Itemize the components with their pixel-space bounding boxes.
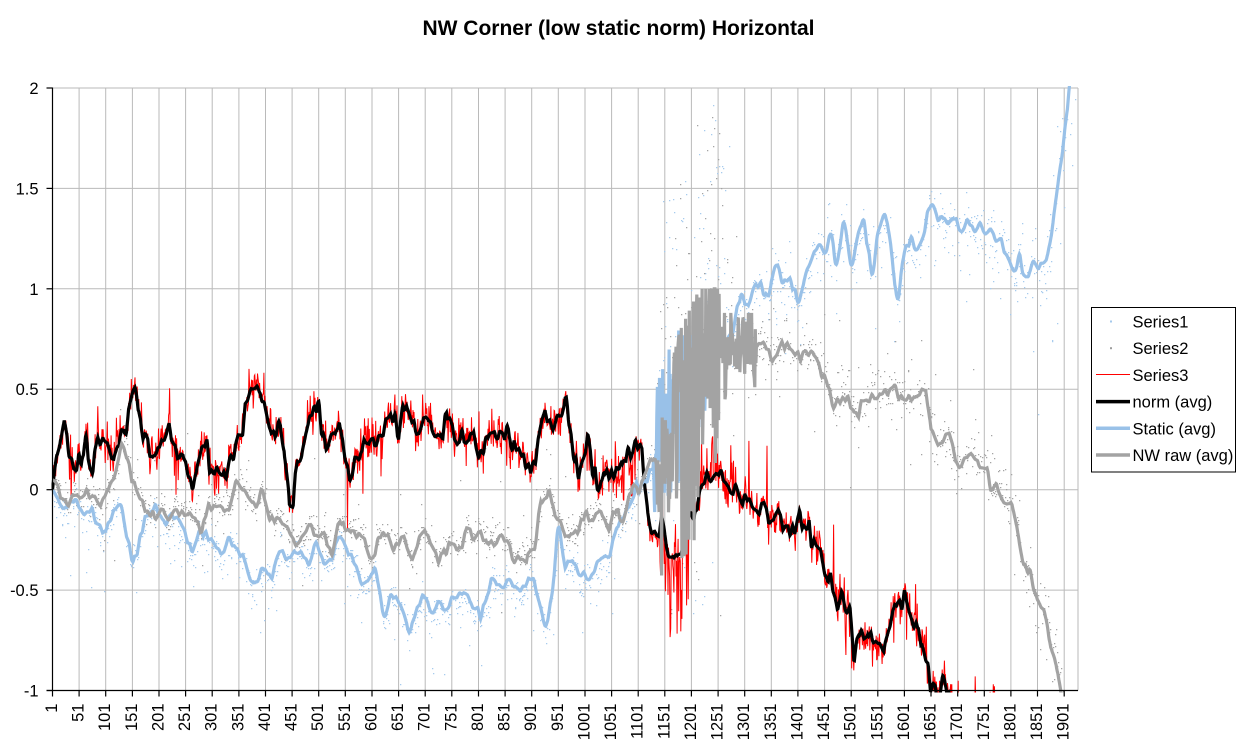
svg-text:1051: 1051 [602,704,620,741]
svg-text:651: 651 [389,704,407,732]
svg-text:951: 951 [549,704,567,732]
svg-text:451: 451 [283,704,301,732]
svg-text:1751: 1751 [975,704,993,741]
svg-text:151: 151 [123,704,141,732]
svg-text:Series3: Series3 [1133,367,1189,385]
svg-text:1701: 1701 [948,704,966,741]
svg-text:1251: 1251 [709,704,727,741]
svg-text:0.5: 0.5 [16,381,39,399]
svg-text:1501: 1501 [842,704,860,741]
svg-text:401: 401 [256,704,274,732]
svg-text:801: 801 [469,704,487,732]
svg-text:1451: 1451 [815,704,833,741]
svg-text:601: 601 [363,704,381,732]
svg-text:Series2: Series2 [1133,340,1189,358]
svg-text:1901: 1901 [1055,704,1073,741]
svg-text:1001: 1001 [576,704,594,741]
svg-text:1201: 1201 [682,704,700,741]
svg-text:Static (avg): Static (avg) [1133,420,1216,438]
svg-text:1151: 1151 [655,704,673,739]
svg-text:1551: 1551 [868,704,886,741]
svg-text:251: 251 [176,704,194,732]
svg-text:1801: 1801 [1001,704,1019,741]
svg-text:1401: 1401 [788,704,806,741]
svg-text:-1: -1 [24,683,39,701]
svg-text:Series1: Series1 [1133,314,1189,332]
svg-text:901: 901 [522,704,540,732]
svg-text:1: 1 [43,704,61,713]
svg-text:751: 751 [442,704,460,732]
svg-text:norm (avg): norm (avg) [1133,394,1213,412]
svg-text:1851: 1851 [1028,704,1046,741]
svg-text:101: 101 [96,704,114,732]
svg-text:1101: 1101 [629,704,647,739]
svg-text:1651: 1651 [922,704,940,741]
svg-text:1601: 1601 [895,704,913,741]
svg-text:351: 351 [229,704,247,732]
svg-text:501: 501 [309,704,327,732]
svg-text:851: 851 [496,704,514,732]
svg-text:2: 2 [29,80,38,98]
svg-text:NW Corner (low static norm) Ho: NW Corner (low static norm) Horizontal [422,17,814,40]
svg-text:1351: 1351 [762,704,780,741]
svg-text:701: 701 [416,704,434,732]
svg-text:51: 51 [70,704,88,722]
svg-text:1.5: 1.5 [16,180,39,198]
svg-text:0: 0 [29,482,38,500]
svg-text:NW raw (avg): NW raw (avg) [1133,447,1234,465]
svg-text:301: 301 [203,704,221,732]
svg-text:-0.5: -0.5 [10,582,38,600]
svg-text:551: 551 [336,704,354,732]
svg-text:201: 201 [150,704,168,732]
svg-text:1301: 1301 [735,704,753,741]
svg-text:1: 1 [29,281,38,299]
